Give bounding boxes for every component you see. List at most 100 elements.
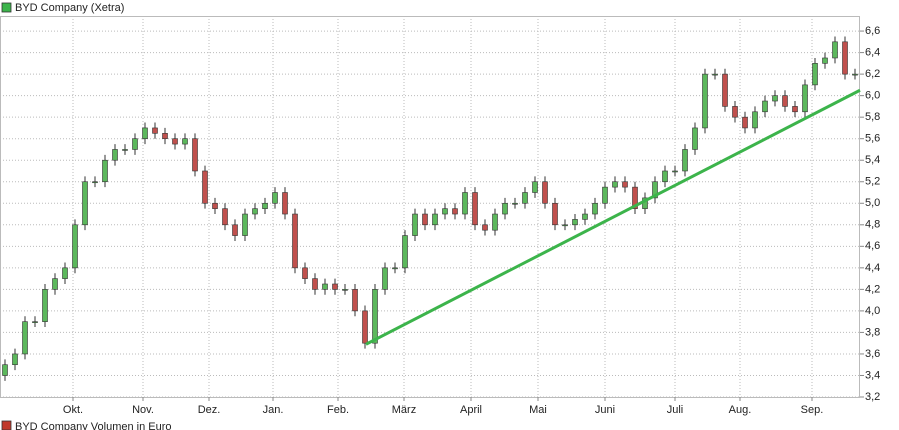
candle-body xyxy=(832,41,838,59)
candle-body xyxy=(282,192,288,215)
y-tick-label: 5,8 xyxy=(865,111,880,123)
candle-body xyxy=(252,208,258,215)
candle-body xyxy=(372,289,378,344)
candle-body xyxy=(232,224,238,236)
candle-body xyxy=(462,192,468,215)
y-tick-label: 5,6 xyxy=(865,133,880,145)
x-tick-label: Juli xyxy=(667,404,684,416)
x-tick-label: Juni xyxy=(595,404,615,416)
candle-body xyxy=(502,202,508,215)
candle-body xyxy=(342,289,348,291)
candle-body xyxy=(262,202,268,209)
candle-body xyxy=(102,159,108,183)
y-tick-label: 4,0 xyxy=(865,305,880,317)
candle-body xyxy=(542,181,548,204)
candle-body xyxy=(222,208,228,226)
candle-body xyxy=(52,278,58,290)
candle-body xyxy=(172,138,178,145)
candle-body xyxy=(722,73,728,107)
candle-body xyxy=(652,181,658,199)
candle-body xyxy=(242,213,248,236)
candle-body xyxy=(132,138,138,150)
y-tick-label: 6,2 xyxy=(865,68,880,80)
candle-body xyxy=(322,283,328,290)
y-tick-label: 4,4 xyxy=(865,262,880,274)
candle-body xyxy=(362,310,368,344)
candle-body xyxy=(292,213,298,269)
candle-body xyxy=(762,100,768,113)
candle-body xyxy=(632,186,638,209)
candle-body xyxy=(552,202,558,226)
candle-body xyxy=(112,149,118,161)
trend-line xyxy=(365,88,861,346)
candle-body xyxy=(92,181,98,184)
candle-body xyxy=(512,202,518,205)
y-tick-label: 6,0 xyxy=(865,90,880,102)
candle-body xyxy=(302,267,308,279)
candle-body xyxy=(682,149,688,172)
y-tick-label: 6,6 xyxy=(865,25,880,37)
candle-body xyxy=(402,235,408,269)
candle-body xyxy=(562,224,568,227)
x-tick-label: April xyxy=(460,404,482,416)
candle-body xyxy=(182,138,188,145)
candle-body xyxy=(142,127,148,139)
candle-body xyxy=(412,213,418,236)
candle-body xyxy=(392,267,398,270)
candle-body xyxy=(32,321,38,323)
candle-body xyxy=(152,127,158,134)
y-tick-label: 5,4 xyxy=(865,154,880,166)
candle-body xyxy=(602,186,608,204)
candle-body xyxy=(792,106,798,113)
candle-body xyxy=(812,63,818,86)
volume-legend-swatch xyxy=(1,420,12,430)
candle-body xyxy=(432,213,438,226)
candle-body xyxy=(522,192,528,204)
candle-body xyxy=(592,202,598,215)
candle-body xyxy=(382,267,388,290)
candle-body xyxy=(822,57,828,64)
y-tick-label: 4,6 xyxy=(865,240,880,252)
candle-body xyxy=(572,219,578,226)
y-tick-label: 3,2 xyxy=(865,391,880,403)
candle-body xyxy=(692,127,698,150)
candle-body xyxy=(162,133,168,139)
candle-body xyxy=(802,84,808,113)
legend-swatch xyxy=(1,2,12,13)
x-tick-label: Dez. xyxy=(198,404,221,416)
y-tick-label: 5,2 xyxy=(865,176,880,188)
candle-body xyxy=(442,208,448,215)
candle-body xyxy=(202,170,208,204)
candle-body xyxy=(452,208,458,215)
y-tick-label: 5,0 xyxy=(865,197,880,209)
candle-body xyxy=(2,364,8,376)
candle-body xyxy=(192,138,198,172)
candle-body xyxy=(622,181,628,188)
x-tick-label: Feb. xyxy=(327,404,349,416)
candle-body xyxy=(62,267,68,279)
volume-legend-label: BYD Company Volumen in Euro xyxy=(15,421,172,430)
y-tick-label: 4,2 xyxy=(865,283,880,295)
candle-body xyxy=(742,116,748,129)
candle-body xyxy=(352,289,358,312)
candle-body xyxy=(492,213,498,231)
candle-body xyxy=(72,224,78,269)
candle-body xyxy=(482,224,488,231)
y-tick-label: 3,4 xyxy=(865,369,880,381)
candle-body xyxy=(712,73,718,76)
candle-body xyxy=(22,321,28,355)
x-tick-label: Jan. xyxy=(263,404,284,416)
candle-body xyxy=(612,181,618,188)
candle-body xyxy=(42,289,48,322)
candle-body xyxy=(752,111,758,129)
y-tick-label: 3,8 xyxy=(865,326,880,338)
legend-label: BYD Company (Xetra) xyxy=(15,2,124,14)
candle-body xyxy=(532,181,538,193)
candle-body xyxy=(672,170,678,173)
y-tick-label: 6,4 xyxy=(865,46,880,58)
x-tick-label: Nov. xyxy=(132,404,154,416)
x-tick-label: Mai xyxy=(529,404,547,416)
candle-body xyxy=(332,283,338,290)
y-tick-label: 3,6 xyxy=(865,348,880,360)
